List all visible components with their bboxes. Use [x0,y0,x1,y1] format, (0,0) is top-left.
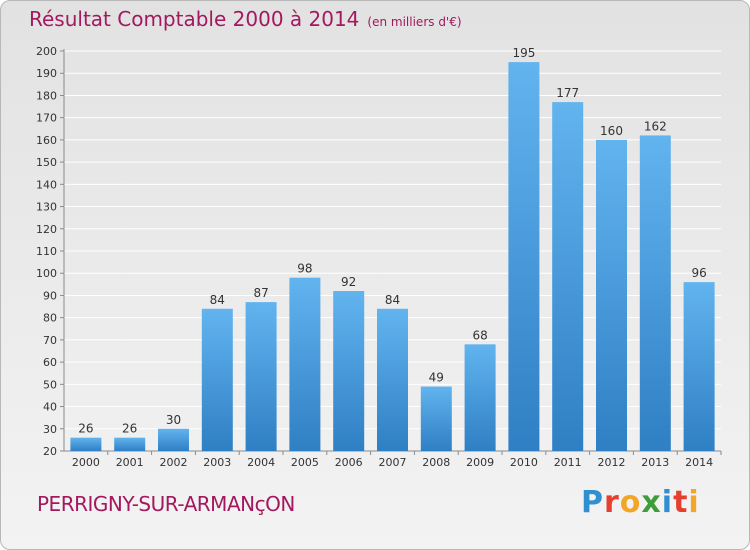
logo-letter: o [619,485,642,520]
logo-letter: i [661,485,674,520]
y-tick-label: 60 [43,356,57,369]
bar-value-label: 26 [122,422,137,436]
bar-value-label: 177 [556,86,579,100]
chart-subtitle: (en milliers d'€) [367,15,462,29]
y-tick-label: 120 [36,223,57,236]
y-tick-label: 30 [43,423,57,436]
x-tick-label: 2007 [379,456,407,469]
x-tick-label: 2010 [510,456,538,469]
y-tick-label: 40 [43,401,57,414]
bar [464,344,496,451]
bar [639,135,671,451]
logo-letter: i [688,485,700,520]
bar-value-label: 195 [512,46,535,60]
x-tick-label: 2005 [291,456,319,469]
bar [377,308,408,451]
bar [289,277,321,451]
bar-value-label: 162 [644,119,667,133]
x-tick-label: 2011 [554,456,582,469]
bar-value-label: 160 [600,124,623,138]
x-tick-label: 2012 [598,456,626,469]
bar [683,282,715,451]
bar-value-label: 30 [166,413,181,427]
bar [596,139,627,451]
bar [70,437,102,451]
chart-title: Résultat Comptable 2000 à 2014 (en millie… [29,7,462,31]
y-tick-label: 100 [36,267,57,280]
logo-letter: r [604,485,620,520]
x-tick-label: 2008 [422,456,450,469]
commune-name: PERRIGNY-SUR-ARMANçON [37,492,295,516]
bar [114,437,146,451]
x-tick-label: 2004 [247,456,275,469]
x-tick-label: 2013 [641,456,669,469]
x-tick-label: 2009 [466,456,494,469]
logo-letter: t [673,485,689,520]
bar-value-label: 84 [385,293,400,307]
x-tick-label: 2000 [72,456,100,469]
y-tick-label: 90 [43,289,57,302]
chart-title-text: Résultat Comptable 2000 à 2014 [29,7,360,31]
bar-value-label: 92 [341,275,356,289]
bar-value-label: 26 [78,422,93,436]
y-tick-label: 180 [36,89,57,102]
bar [552,102,584,451]
bar-value-label: 49 [429,371,444,385]
bar-value-label: 98 [297,262,312,276]
bar [201,308,233,451]
y-tick-label: 170 [36,112,57,125]
y-tick-label: 160 [36,134,57,147]
bar [508,62,540,451]
bar-value-label: 96 [691,266,706,280]
y-tick-label: 20 [43,445,57,458]
y-tick-label: 200 [36,45,57,58]
x-tick-label: 2014 [685,456,713,469]
y-tick-label: 70 [43,334,57,347]
bar [420,386,452,451]
y-tick-label: 140 [36,178,57,191]
y-tick-label: 110 [36,245,57,258]
bar-value-label: 68 [472,328,487,342]
logo-letter: x [641,485,662,520]
bar [333,291,365,451]
bar [158,428,189,451]
y-tick-label: 130 [36,201,57,214]
x-tick-label: 2001 [116,456,144,469]
bar-value-label: 84 [210,293,225,307]
logo-letter: P [581,485,604,520]
x-tick-label: 2002 [160,456,188,469]
bar [245,302,277,451]
y-tick-label: 80 [43,312,57,325]
y-tick-label: 150 [36,156,57,169]
x-tick-label: 2006 [335,456,363,469]
proxiti-logo[interactable]: Proxiti [581,485,700,520]
y-tick-label: 190 [36,67,57,80]
bar-value-label: 87 [253,286,268,300]
y-tick-label: 50 [43,378,57,391]
x-tick-label: 2003 [203,456,231,469]
